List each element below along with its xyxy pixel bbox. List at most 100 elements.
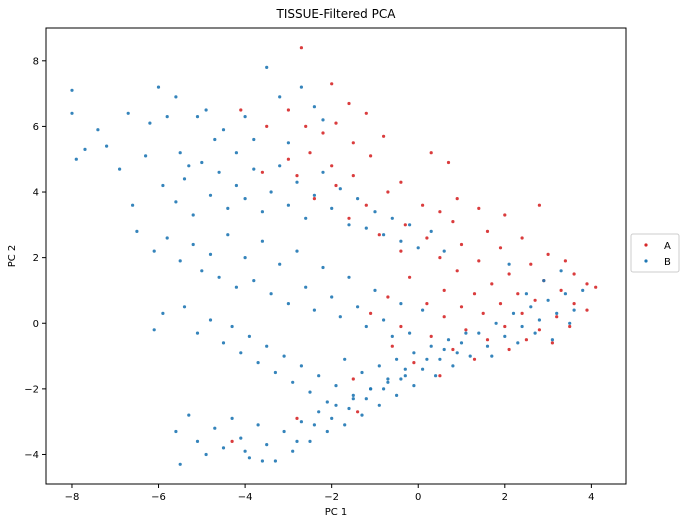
point-b xyxy=(546,298,550,302)
point-b xyxy=(299,364,303,368)
point-b xyxy=(390,216,394,220)
point-b xyxy=(165,236,169,240)
point-b xyxy=(83,147,87,151)
point-b xyxy=(364,324,368,329)
x-tick-label: −4 xyxy=(238,492,253,503)
point-a xyxy=(299,46,303,50)
point-a xyxy=(265,124,269,128)
y-tick-label: 6 xyxy=(33,122,39,133)
point-b xyxy=(516,341,520,345)
point-a xyxy=(382,134,386,138)
point-b xyxy=(234,285,238,289)
y-axis-ticks: −4 −2 0 2 4 6 8 xyxy=(24,56,46,461)
point-a xyxy=(351,141,355,145)
point-b xyxy=(412,351,416,355)
point-b xyxy=(351,397,355,401)
point-b xyxy=(325,429,329,434)
point-b xyxy=(403,374,407,378)
point-a xyxy=(239,108,243,112)
point-a xyxy=(421,203,425,207)
point-b xyxy=(442,249,446,253)
y-tick-label: −2 xyxy=(24,384,39,395)
point-b xyxy=(243,256,247,260)
point-a xyxy=(403,223,407,227)
point-b xyxy=(312,193,316,197)
point-a xyxy=(485,338,490,342)
point-b xyxy=(399,302,403,306)
point-b xyxy=(377,403,381,407)
point-a xyxy=(585,282,589,286)
point-a xyxy=(425,302,429,306)
point-b xyxy=(74,157,78,161)
y-tick-label: 4 xyxy=(33,188,39,199)
series-b xyxy=(70,65,585,466)
point-a xyxy=(351,377,355,381)
point-b xyxy=(542,279,546,283)
point-a xyxy=(369,311,373,315)
point-b xyxy=(421,367,425,371)
point-b xyxy=(503,334,507,338)
point-a xyxy=(369,154,373,158)
point-b xyxy=(330,416,334,420)
point-b xyxy=(360,370,364,375)
point-a xyxy=(286,157,290,161)
point-b xyxy=(477,331,481,335)
point-b xyxy=(278,164,282,168)
point-b xyxy=(429,229,433,233)
point-b xyxy=(200,160,204,165)
point-b xyxy=(208,193,213,197)
point-a xyxy=(533,298,537,302)
point-b xyxy=(204,452,208,457)
point-b xyxy=(299,85,303,89)
point-a xyxy=(498,246,503,250)
point-a xyxy=(312,197,316,201)
point-b xyxy=(234,151,238,155)
point-a xyxy=(399,249,403,253)
point-a xyxy=(412,361,416,365)
point-b xyxy=(265,443,269,447)
point-b xyxy=(330,206,334,210)
point-b xyxy=(555,311,559,315)
point-b xyxy=(252,167,256,171)
point-b xyxy=(221,341,226,345)
point-a xyxy=(347,101,351,106)
point-a xyxy=(438,374,442,378)
point-a xyxy=(451,220,455,224)
point-b xyxy=(243,115,247,119)
point-a xyxy=(455,269,459,273)
point-b xyxy=(507,262,511,266)
point-b xyxy=(347,223,351,227)
point-a xyxy=(507,272,511,276)
point-b xyxy=(260,210,264,214)
point-b xyxy=(308,439,312,443)
point-a xyxy=(555,315,559,319)
point-b xyxy=(494,321,498,325)
point-b xyxy=(178,259,182,263)
point-b xyxy=(347,275,351,279)
point-b xyxy=(511,311,516,315)
point-b xyxy=(191,242,195,247)
chart-title: TISSUE-Filtered PCA xyxy=(276,7,397,21)
point-b xyxy=(70,88,74,92)
point-b xyxy=(269,292,273,296)
point-b xyxy=(174,95,178,99)
point-b xyxy=(273,459,277,463)
x-tick-label: −6 xyxy=(151,492,166,503)
point-a xyxy=(260,170,264,174)
point-b xyxy=(347,406,351,411)
point-a xyxy=(334,183,338,188)
point-a xyxy=(230,439,234,443)
point-a xyxy=(364,111,368,115)
point-b xyxy=(351,393,355,397)
point-b xyxy=(550,338,555,342)
point-b xyxy=(369,387,373,391)
point-b xyxy=(438,357,442,361)
point-b xyxy=(135,229,139,233)
point-a xyxy=(572,272,576,276)
point-b xyxy=(312,423,316,427)
point-b xyxy=(412,384,416,388)
point-b xyxy=(421,308,425,312)
point-b xyxy=(208,252,213,256)
point-a xyxy=(477,259,481,263)
point-b xyxy=(291,449,295,453)
